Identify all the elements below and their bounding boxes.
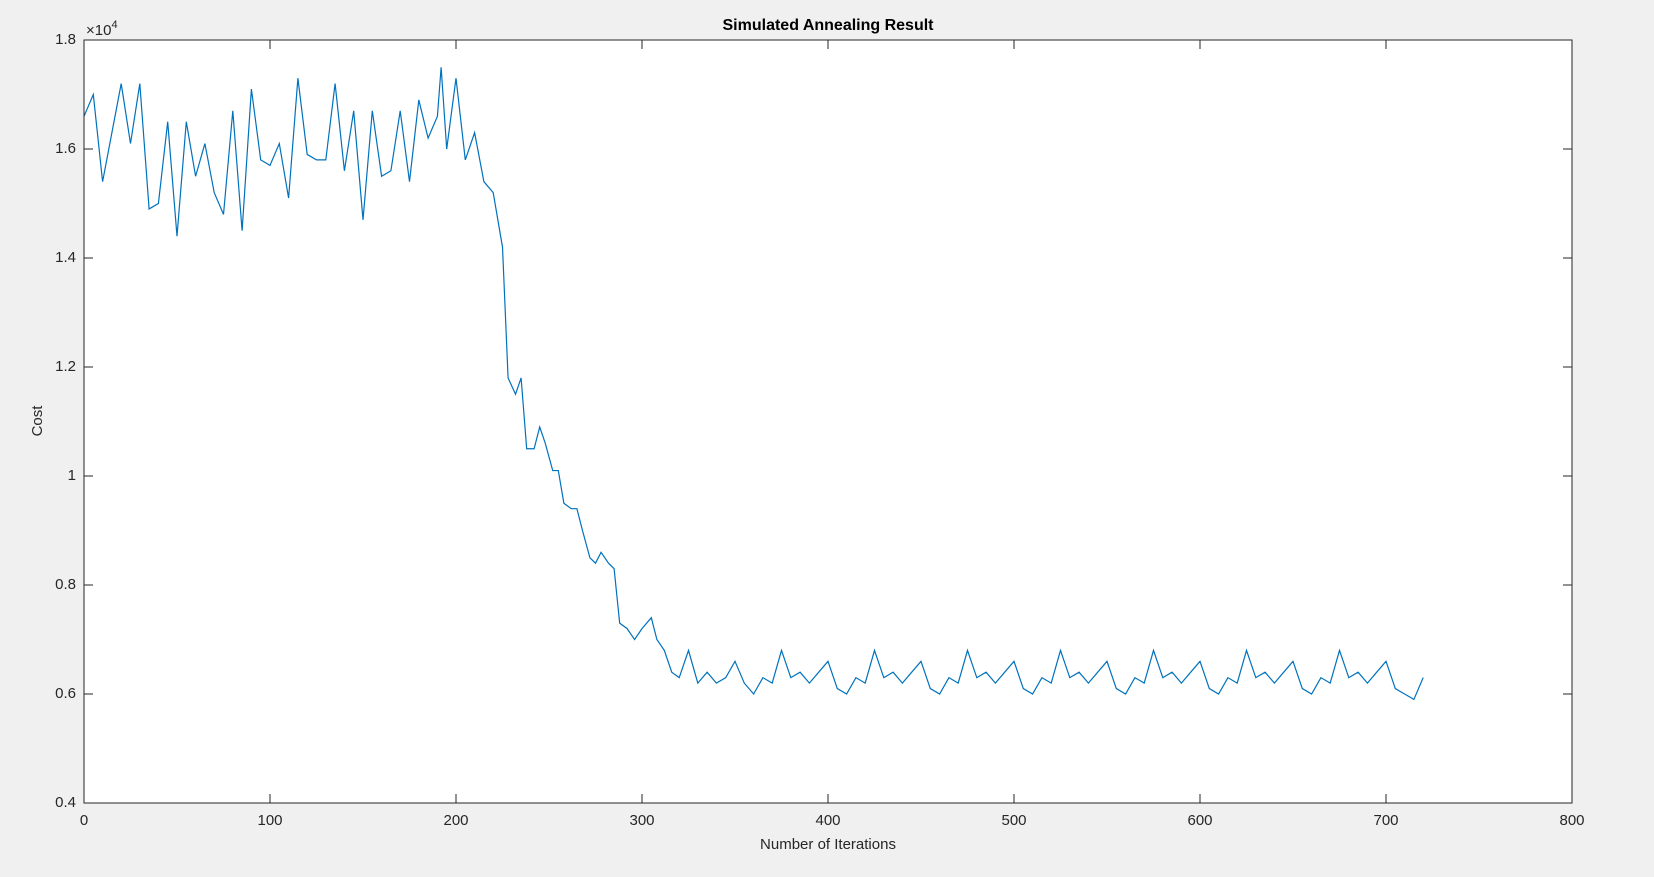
y-tick-label: 0.4 xyxy=(55,794,76,811)
y-tick-label: 1.6 xyxy=(55,140,76,157)
x-tick-label: 600 xyxy=(1187,812,1212,829)
x-tick-label: 400 xyxy=(815,812,840,829)
y-tick-label: 1.4 xyxy=(55,249,76,266)
y-tick-label: 1.2 xyxy=(55,358,76,375)
y-tick-label: 0.8 xyxy=(55,576,76,593)
x-tick-label: 800 xyxy=(1559,812,1584,829)
x-tick-label: 100 xyxy=(257,812,282,829)
x-tick-label: 300 xyxy=(629,812,654,829)
chart-title: Simulated Annealing Result xyxy=(723,17,935,34)
x-tick-label: 0 xyxy=(80,812,88,829)
axes-box xyxy=(83,39,1573,804)
y-multiplier-exponent: 4 xyxy=(111,19,117,31)
y-tick-label: 0.6 xyxy=(55,685,76,702)
plot-area xyxy=(84,40,1572,803)
y-multiplier: ×104 xyxy=(86,19,118,39)
y-tick-label: 1 xyxy=(68,467,76,484)
x-axis-label: Number of Iterations xyxy=(760,836,896,853)
x-tick-label: 500 xyxy=(1001,812,1026,829)
y-tick-label: 1.8 xyxy=(55,31,76,48)
y-axis-label: Cost xyxy=(29,405,46,437)
x-tick-label: 200 xyxy=(443,812,468,829)
y-multiplier-base: ×10 xyxy=(86,22,111,39)
x-tick-label: 700 xyxy=(1373,812,1398,829)
data-line xyxy=(83,67,1424,701)
